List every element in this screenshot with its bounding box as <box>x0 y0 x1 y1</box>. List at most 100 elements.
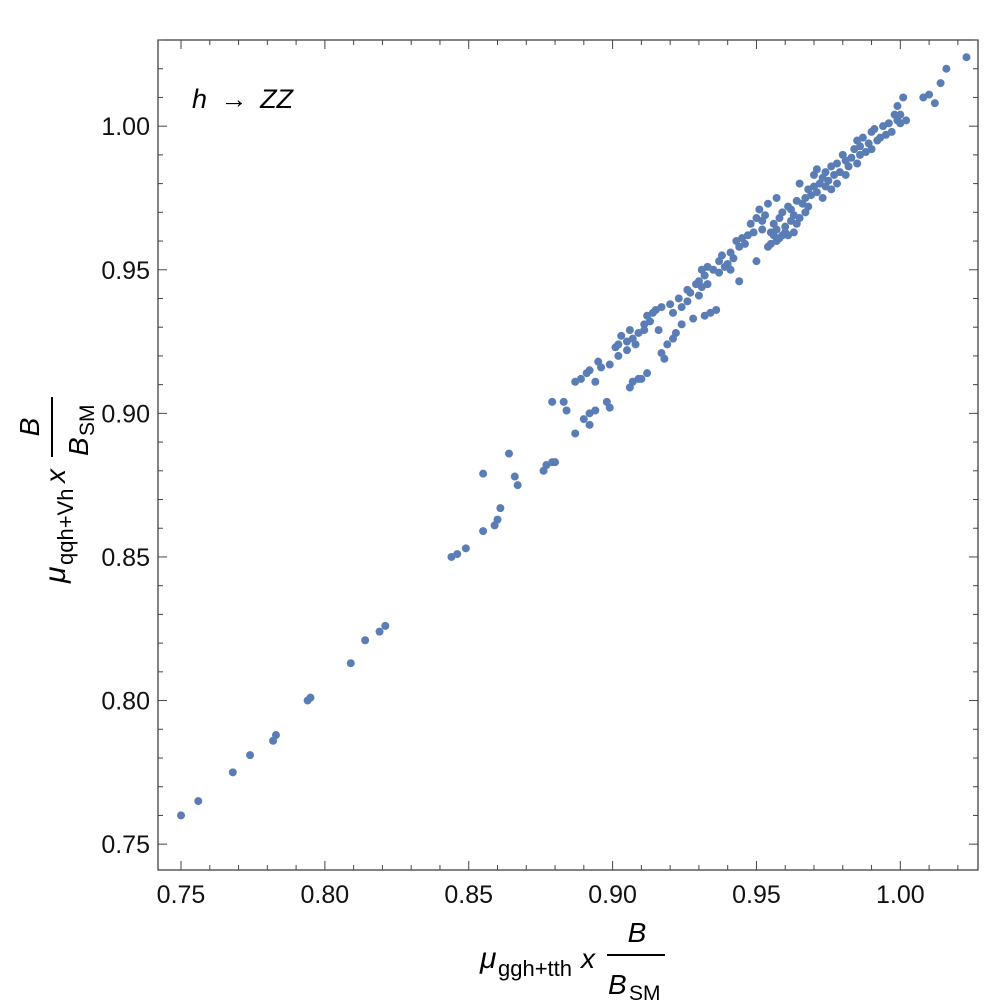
data-point <box>867 145 876 154</box>
data-point <box>763 199 772 208</box>
data-point <box>663 340 672 349</box>
data-point <box>510 472 519 481</box>
data-point <box>899 93 908 102</box>
data-point <box>513 481 522 490</box>
annotation-rest: ZZ <box>259 84 294 114</box>
y-tick-label: 0.80 <box>101 688 150 716</box>
data-point <box>625 326 634 335</box>
data-point <box>591 377 600 386</box>
data-point <box>306 693 315 702</box>
data-point <box>715 268 724 277</box>
data-point <box>637 374 646 383</box>
data-point <box>778 208 787 217</box>
data-point <box>694 291 703 300</box>
data-point <box>925 90 934 99</box>
data-point <box>856 142 865 151</box>
data-point <box>505 449 514 458</box>
data-point <box>177 811 186 820</box>
data-point <box>833 179 842 188</box>
data-point <box>884 119 893 128</box>
data-point <box>381 621 390 630</box>
data-point <box>717 251 726 260</box>
data-point <box>812 165 821 174</box>
axis-ticks: 0.75 0.80 0.85 0.90 0.95 1.00 0.75 0.80 0.85 0.90… <box>101 39 978 909</box>
data-point <box>461 544 470 553</box>
data-point <box>579 415 588 424</box>
data-point <box>614 340 623 349</box>
data-point <box>755 205 764 214</box>
data-point <box>700 271 709 280</box>
y-tick-label: 0.75 <box>101 831 150 859</box>
data-point <box>677 303 686 312</box>
data-point <box>228 768 237 777</box>
data-point <box>824 176 833 185</box>
x-tick-label: 0.75 <box>157 881 206 909</box>
x-label-subscript: ggh+tth <box>498 956 572 981</box>
data-point <box>896 110 905 119</box>
data-point <box>740 239 749 248</box>
data-point <box>640 326 649 335</box>
data-point <box>746 219 755 228</box>
x-label-times: x <box>579 943 596 974</box>
data-point <box>821 168 830 177</box>
data-point <box>887 127 896 136</box>
data-point <box>669 308 678 317</box>
data-point <box>562 406 571 415</box>
data-point <box>942 64 951 73</box>
data-point <box>246 751 255 760</box>
data-point <box>597 363 606 372</box>
data-point <box>703 280 712 289</box>
data-point <box>758 225 767 234</box>
plot-frame <box>157 39 979 871</box>
data-point <box>674 294 683 303</box>
data-point <box>346 659 355 668</box>
data-point <box>853 159 862 168</box>
panel-annotation: h → ZZ <box>192 84 295 114</box>
data-point <box>772 193 781 202</box>
data-point <box>795 179 804 188</box>
data-point <box>585 420 594 429</box>
data-point <box>827 185 836 194</box>
data-point <box>761 211 770 220</box>
data-point <box>844 162 853 171</box>
data-point <box>795 214 804 223</box>
data-points <box>177 53 971 820</box>
data-point <box>930 99 939 108</box>
data-point <box>902 116 911 125</box>
x-label-denominator: B <box>608 969 627 1000</box>
y-label-den-subscript: SM <box>76 405 99 437</box>
data-point <box>666 300 675 309</box>
y-tick-label: 0.90 <box>101 400 150 428</box>
x-label-numerator: B <box>628 917 647 948</box>
data-point <box>677 320 686 329</box>
data-point <box>617 331 626 340</box>
y-tick-label: 1.00 <box>101 113 150 141</box>
data-point <box>781 222 790 231</box>
y-label-numerator: B <box>14 418 45 437</box>
data-point <box>749 228 758 237</box>
data-point <box>631 340 640 349</box>
data-point <box>375 627 384 636</box>
data-point <box>752 257 761 266</box>
data-point <box>804 202 813 211</box>
x-label-den-subscript: SM <box>629 982 661 1005</box>
x-tick-label: 0.85 <box>444 881 493 909</box>
data-point <box>361 636 370 645</box>
x-tick-label: 0.95 <box>732 881 781 909</box>
data-point <box>712 305 721 314</box>
data-point <box>271 731 280 740</box>
x-axis-label: μ ggh+tth x B B SM <box>479 917 665 1005</box>
data-point <box>789 228 798 237</box>
data-point <box>962 53 971 62</box>
data-point <box>493 515 502 524</box>
data-point <box>194 797 203 806</box>
data-point <box>772 225 781 234</box>
data-point <box>689 314 698 323</box>
x-tick-label: 1.00 <box>876 881 925 909</box>
data-point <box>551 458 560 467</box>
data-point <box>591 406 600 415</box>
data-point <box>605 360 614 369</box>
data-point <box>847 153 856 162</box>
data-point <box>735 277 744 286</box>
